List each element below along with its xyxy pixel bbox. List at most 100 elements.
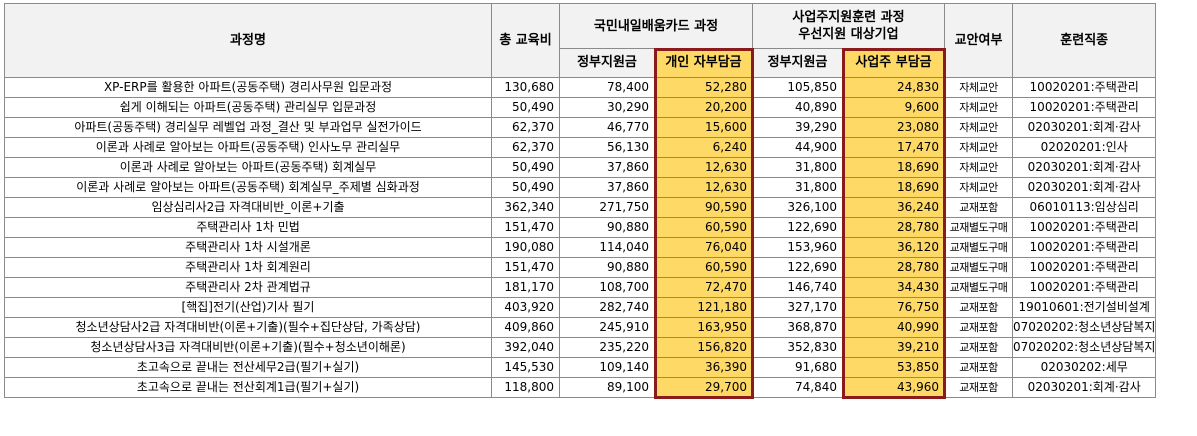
cell-gov-support-1[interactable]: 108,700 xyxy=(559,277,655,298)
cell-gov-support-1[interactable]: 109,140 xyxy=(559,357,655,378)
cell-gov-support-2[interactable]: 327,170 xyxy=(752,297,843,318)
cell-course[interactable]: 이론과 사례로 알아보는 아파트(공동주택) 회계실무 xyxy=(4,157,492,178)
cell-textbook[interactable]: 교재포함 xyxy=(944,317,1013,338)
cell-job[interactable]: 02020201:인사 xyxy=(1011,137,1157,158)
cell-course[interactable]: 임상심리사2급 자격대비반_이론+기출 xyxy=(4,197,492,218)
cell-course[interactable]: XP-ERP를 활용한 아파트(공동주택) 경리사무원 입문과정 xyxy=(4,77,492,98)
cell-course[interactable]: 주택관리사 1차 민법 xyxy=(4,217,492,238)
cell-gov-support-2[interactable]: 368,870 xyxy=(752,317,843,338)
cell-gov-support-1[interactable]: 282,740 xyxy=(559,297,655,318)
cell-total-fee[interactable]: 62,370 xyxy=(491,117,560,138)
cell-employer-cost[interactable]: 76,750 xyxy=(842,297,945,318)
cell-personal-cost[interactable]: 20,200 xyxy=(654,97,753,118)
cell-job[interactable]: 02030201:회계·감사 xyxy=(1011,157,1157,178)
cell-gov-support-1[interactable]: 37,860 xyxy=(559,157,655,178)
cell-job[interactable]: 10020201:주택관리 xyxy=(1011,77,1157,98)
cell-gov-support-2[interactable]: 44,900 xyxy=(752,137,843,158)
cell-gov-support-2[interactable]: 153,960 xyxy=(752,237,843,258)
cell-employer-cost[interactable]: 23,080 xyxy=(842,117,945,138)
cell-gov-support-1[interactable]: 114,040 xyxy=(559,237,655,258)
cell-personal-cost[interactable]: 60,590 xyxy=(654,217,753,238)
cell-textbook[interactable]: 자체교안 xyxy=(944,77,1013,98)
cell-textbook[interactable]: 교재별도구매 xyxy=(944,217,1013,238)
cell-total-fee[interactable]: 118,800 xyxy=(491,377,560,398)
cell-total-fee[interactable]: 50,490 xyxy=(491,177,560,198)
cell-total-fee[interactable]: 62,370 xyxy=(491,137,560,158)
cell-job[interactable]: 10020201:주택관리 xyxy=(1011,217,1157,238)
cell-gov-support-2[interactable]: 31,800 xyxy=(752,177,843,198)
cell-job[interactable]: 10020201:주택관리 xyxy=(1011,257,1157,278)
cell-employer-cost[interactable]: 28,780 xyxy=(842,257,945,278)
cell-gov-support-2[interactable]: 122,690 xyxy=(752,217,843,238)
cell-gov-support-2[interactable]: 74,840 xyxy=(752,377,843,398)
cell-employer-cost[interactable]: 53,850 xyxy=(842,357,945,378)
cell-personal-cost[interactable]: 60,590 xyxy=(654,257,753,278)
cell-course[interactable]: 아파트(공동주택) 경리실무 레벨업 과정_결산 및 부과업무 실전가이드 xyxy=(4,117,492,138)
cell-textbook[interactable]: 교재포함 xyxy=(944,197,1013,218)
cell-course[interactable]: 이론과 사례로 알아보는 아파트(공동주택) 회계실무_주제별 심화과정 xyxy=(4,177,492,198)
cell-gov-support-2[interactable]: 122,690 xyxy=(752,257,843,278)
cell-total-fee[interactable]: 145,530 xyxy=(491,357,560,378)
cell-textbook[interactable]: 교재포함 xyxy=(944,377,1013,398)
cell-job[interactable]: 02030201:회계·감사 xyxy=(1011,117,1157,138)
cell-employer-cost[interactable]: 40,990 xyxy=(842,317,945,338)
cell-employer-cost[interactable]: 18,690 xyxy=(842,177,945,198)
cell-textbook[interactable]: 교재포함 xyxy=(944,357,1013,378)
cell-total-fee[interactable]: 190,080 xyxy=(491,237,560,258)
cell-textbook[interactable]: 자체교안 xyxy=(944,97,1013,118)
cell-gov-support-1[interactable]: 90,880 xyxy=(559,257,655,278)
cell-total-fee[interactable]: 181,170 xyxy=(491,277,560,298)
cell-course[interactable]: 초고속으로 끝내는 전산회계1급(필기+실기) xyxy=(4,377,492,398)
cell-employer-cost[interactable]: 17,470 xyxy=(842,137,945,158)
cell-personal-cost[interactable]: 36,390 xyxy=(654,357,753,378)
cell-employer-cost[interactable]: 36,240 xyxy=(842,197,945,218)
cell-gov-support-2[interactable]: 40,890 xyxy=(752,97,843,118)
cell-personal-cost[interactable]: 90,590 xyxy=(654,197,753,218)
cell-gov-support-1[interactable]: 89,100 xyxy=(559,377,655,398)
cell-gov-support-2[interactable]: 352,830 xyxy=(752,337,843,358)
cell-personal-cost[interactable]: 12,630 xyxy=(654,157,753,178)
cell-employer-cost[interactable]: 9,600 xyxy=(842,97,945,118)
cell-job[interactable]: 10020201:주택관리 xyxy=(1011,277,1157,298)
cell-job[interactable]: 02030202:세무 xyxy=(1011,357,1157,378)
cell-textbook[interactable]: 교재별도구매 xyxy=(944,257,1013,278)
cell-total-fee[interactable]: 392,040 xyxy=(491,337,560,358)
cell-total-fee[interactable]: 50,490 xyxy=(491,97,560,118)
cell-textbook[interactable]: 자체교안 xyxy=(944,157,1013,178)
cell-employer-cost[interactable]: 36,120 xyxy=(842,237,945,258)
cell-gov-support-2[interactable]: 91,680 xyxy=(752,357,843,378)
cell-personal-cost[interactable]: 29,700 xyxy=(654,377,753,398)
cell-gov-support-1[interactable]: 245,910 xyxy=(559,317,655,338)
cell-personal-cost[interactable]: 72,470 xyxy=(654,277,753,298)
cell-job[interactable]: 07020202:청소년상담복지 xyxy=(1011,337,1157,358)
cell-gov-support-1[interactable]: 46,770 xyxy=(559,117,655,138)
cell-course[interactable]: 주택관리사 2차 관계법규 xyxy=(4,277,492,298)
cell-gov-support-2[interactable]: 105,850 xyxy=(752,77,843,98)
cell-gov-support-2[interactable]: 31,800 xyxy=(752,157,843,178)
cell-course[interactable]: 쉽게 이해되는 아파트(공동주택) 관리실무 입문과정 xyxy=(4,97,492,118)
cell-textbook[interactable]: 교재별도구매 xyxy=(944,237,1013,258)
cell-personal-cost[interactable]: 6,240 xyxy=(654,137,753,158)
cell-employer-cost[interactable]: 18,690 xyxy=(842,157,945,178)
cell-textbook[interactable]: 교재포함 xyxy=(944,297,1013,318)
cell-gov-support-1[interactable]: 37,860 xyxy=(559,177,655,198)
cell-employer-cost[interactable]: 43,960 xyxy=(842,377,945,398)
cell-textbook[interactable]: 자체교안 xyxy=(944,137,1013,158)
cell-job[interactable]: 07020202:청소년상담복지 xyxy=(1011,317,1157,338)
cell-gov-support-2[interactable]: 39,290 xyxy=(752,117,843,138)
cell-course[interactable]: 초고속으로 끝내는 전산세무2급(필기+실기) xyxy=(4,357,492,378)
cell-course[interactable]: 주택관리사 1차 시설개론 xyxy=(4,237,492,258)
cell-textbook[interactable]: 자체교안 xyxy=(944,117,1013,138)
cell-employer-cost[interactable]: 28,780 xyxy=(842,217,945,238)
cell-total-fee[interactable]: 403,920 xyxy=(491,297,560,318)
cell-personal-cost[interactable]: 156,820 xyxy=(654,337,753,358)
cell-total-fee[interactable]: 151,470 xyxy=(491,217,560,238)
cell-job[interactable]: 10020201:주택관리 xyxy=(1011,97,1157,118)
cell-gov-support-2[interactable]: 326,100 xyxy=(752,197,843,218)
cell-personal-cost[interactable]: 163,950 xyxy=(654,317,753,338)
cell-gov-support-1[interactable]: 235,220 xyxy=(559,337,655,358)
cell-job[interactable]: 06010113:임상심리 xyxy=(1011,197,1157,218)
cell-gov-support-1[interactable]: 30,290 xyxy=(559,97,655,118)
cell-total-fee[interactable]: 130,680 xyxy=(491,77,560,98)
cell-personal-cost[interactable]: 121,180 xyxy=(654,297,753,318)
